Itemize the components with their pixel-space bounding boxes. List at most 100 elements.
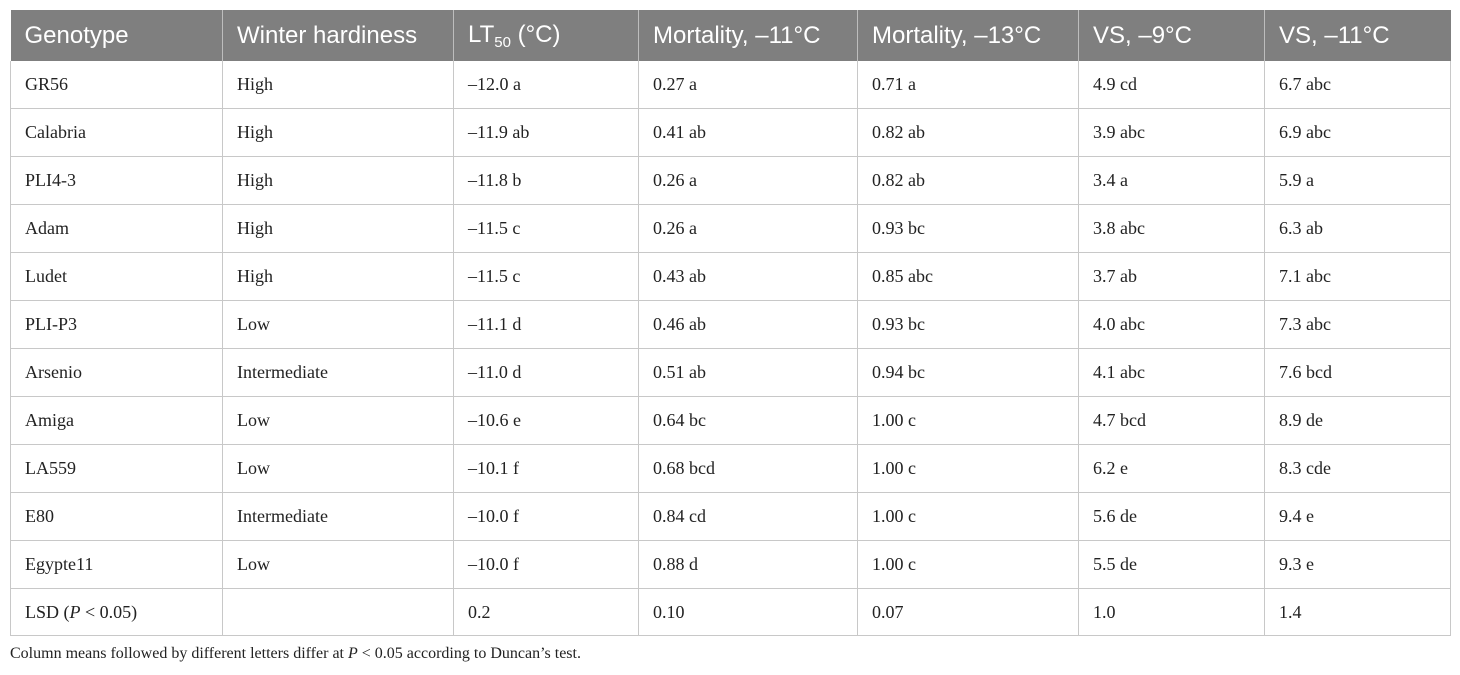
table-cell: 7.1 abc	[1264, 252, 1451, 301]
table-row: Egypte11 Low –10.0 f 0.88 d 1.00 c 5.5 de 9.3 …	[10, 540, 1451, 589]
table-row: LA559 Low –10.1 f 0.68 bcd 1.00 c 6.2 e 8.3 cd…	[10, 444, 1451, 493]
table-cell: –10.6 e	[453, 396, 639, 445]
table-header: Genotype Winter hardiness LT50 (°C) Mort…	[10, 10, 1451, 61]
table-cell: –10.0 f	[453, 492, 639, 541]
winter-hardiness-table: Genotype Winter hardiness LT50 (°C) Mort…	[10, 10, 1451, 636]
table-cell: 7.3 abc	[1264, 300, 1451, 349]
table-cell: High	[222, 204, 454, 253]
header-lt50-main: LT	[468, 20, 495, 48]
header-row: Genotype Winter hardiness LT50 (°C) Mort…	[10, 10, 1451, 61]
table-cell: 0.93 bc	[857, 204, 1079, 253]
table-cell: 6.2 e	[1078, 444, 1265, 493]
table-row: E80 Intermediate –10.0 f 0.84 cd 1.00 c 5.6 d…	[10, 492, 1451, 541]
table-cell: 1.00 c	[857, 444, 1079, 493]
table-cell: 1.00 c	[857, 492, 1079, 541]
lsd-label-post: < 0.05)	[80, 601, 138, 622]
table-cell: 9.4 e	[1264, 492, 1451, 541]
table-cell: 4.0 abc	[1078, 300, 1265, 349]
table-cell: 0.68 bcd	[638, 444, 858, 493]
lsd-cell: 0.07	[857, 588, 1079, 636]
header-vs-11: VS, –11°C	[1264, 10, 1451, 61]
table-cell: 0.82 ab	[857, 156, 1079, 205]
table-cell: 0.26 a	[638, 204, 858, 253]
data-table-container: Genotype Winter hardiness LT50 (°C) Mort…	[10, 10, 1451, 636]
table-cell: 5.5 de	[1078, 540, 1265, 589]
header-mortality-11: Mortality, –11°C	[638, 10, 858, 61]
table-row: Amiga Low –10.6 e 0.64 bc 1.00 c 4.7 bcd 8.9 d…	[10, 396, 1451, 445]
table-cell: 4.1 abc	[1078, 348, 1265, 397]
table-cell: 0.43 ab	[638, 252, 858, 301]
table-cell: 0.26 a	[638, 156, 858, 205]
table-cell: 6.3 ab	[1264, 204, 1451, 253]
table-cell: 0.88 d	[638, 540, 858, 589]
table-cell: 6.9 abc	[1264, 108, 1451, 157]
table-row: Ludet High –11.5 c 0.43 ab 0.85 abc 3.7 ab 7.1…	[10, 252, 1451, 301]
table-cell: 9.3 e	[1264, 540, 1451, 589]
table-cell: –11.0 d	[453, 348, 639, 397]
table-cell: 8.3 cde	[1264, 444, 1451, 493]
table-row: PLI4-3 High –11.8 b 0.26 a 0.82 ab 3.4 a 5.9 a	[10, 156, 1451, 205]
header-winter-hardiness: Winter hardiness	[222, 10, 454, 61]
table-cell: Calabria	[10, 108, 223, 157]
table-cell: 6.7 abc	[1264, 61, 1451, 109]
table-cell: –11.8 b	[453, 156, 639, 205]
table-cell: 8.9 de	[1264, 396, 1451, 445]
table-cell: 0.84 cd	[638, 492, 858, 541]
table-cell: 0.82 ab	[857, 108, 1079, 157]
table-cell: Arsenio	[10, 348, 223, 397]
footnote-post: < 0.05 according to Duncan’s test.	[357, 645, 581, 662]
table-cell: 0.94 bc	[857, 348, 1079, 397]
lsd-cell	[222, 588, 454, 636]
table-cell: Ludet	[10, 252, 223, 301]
table-cell: 0.64 bc	[638, 396, 858, 445]
table-cell: –11.5 c	[453, 204, 639, 253]
header-mortality-13: Mortality, –13°C	[857, 10, 1079, 61]
table-cell: Amiga	[10, 396, 223, 445]
header-genotype: Genotype	[10, 10, 223, 61]
table-cell: Low	[222, 300, 454, 349]
table-cell: 4.9 cd	[1078, 61, 1265, 109]
table-cell: Adam	[10, 204, 223, 253]
table-cell: 5.6 de	[1078, 492, 1265, 541]
table-cell: 5.9 a	[1264, 156, 1451, 205]
table-cell: –12.0 a	[453, 61, 639, 109]
table-cell: Egypte11	[10, 540, 223, 589]
table-cell: 1.00 c	[857, 540, 1079, 589]
table-cell: 0.51 ab	[638, 348, 858, 397]
table-cell: PLI4-3	[10, 156, 223, 205]
header-lt50: LT50 (°C)	[453, 10, 639, 61]
table-cell: E80	[10, 492, 223, 541]
table-cell: PLI-P3	[10, 300, 223, 349]
table-row: GR56 High –12.0 a 0.27 a 0.71 a 4.9 cd 6.7 abc	[10, 61, 1451, 109]
table-cell: 0.85 abc	[857, 252, 1079, 301]
table-cell: 0.27 a	[638, 61, 858, 109]
table-cell: 3.8 abc	[1078, 204, 1265, 253]
table-cell: Low	[222, 396, 454, 445]
table-cell: 0.71 a	[857, 61, 1079, 109]
table-body: GR56 High –12.0 a 0.27 a 0.71 a 4.9 cd 6.7 abc…	[10, 61, 1451, 636]
table-cell: Intermediate	[222, 348, 454, 397]
table-cell: 3.9 abc	[1078, 108, 1265, 157]
lsd-cell: 1.0	[1078, 588, 1265, 636]
lsd-label-pre: LSD (	[25, 601, 70, 622]
table-cell: 3.4 a	[1078, 156, 1265, 205]
table-cell: –10.0 f	[453, 540, 639, 589]
table-cell: High	[222, 61, 454, 109]
lsd-cell: 0.10	[638, 588, 858, 636]
table-row: Calabria High –11.9 ab 0.41 ab 0.82 ab 3.9 ab…	[10, 108, 1451, 157]
table-row: PLI-P3 Low –11.1 d 0.46 ab 0.93 bc 4.0 abc 7.3…	[10, 300, 1451, 349]
table-cell: –11.9 ab	[453, 108, 639, 157]
lsd-label-p: P	[69, 601, 81, 622]
table-cell: Low	[222, 540, 454, 589]
lsd-label: LSD (P < 0.05)	[10, 588, 223, 636]
table-cell: Intermediate	[222, 492, 454, 541]
table-cell: –10.1 f	[453, 444, 639, 493]
table-cell: 3.7 ab	[1078, 252, 1265, 301]
header-vs-9: VS, –9°C	[1078, 10, 1265, 61]
table-cell: 0.46 ab	[638, 300, 858, 349]
table-cell: High	[222, 108, 454, 157]
table-cell: GR56	[10, 61, 223, 109]
footnote-pre: Column means followed by different lette…	[10, 645, 348, 662]
footnote-p: P	[347, 645, 358, 662]
table-cell: 7.6 bcd	[1264, 348, 1451, 397]
